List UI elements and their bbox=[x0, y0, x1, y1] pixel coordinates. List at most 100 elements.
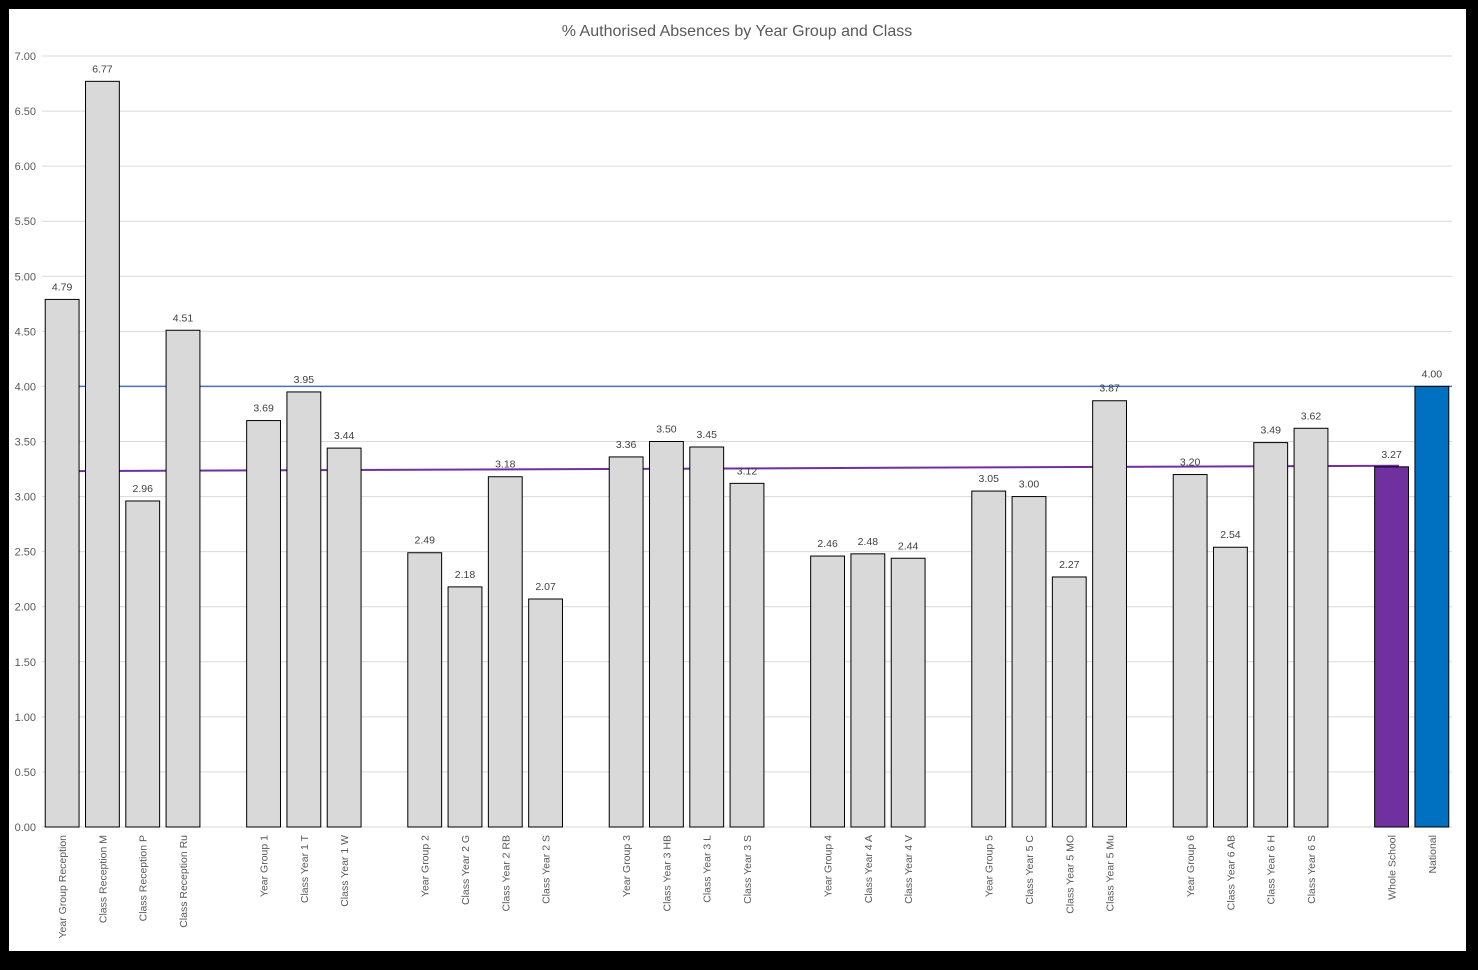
category-label: Year Group 1 bbox=[259, 835, 271, 897]
y-tick-label: 3.50 bbox=[15, 437, 36, 449]
y-tick-label: 6.50 bbox=[15, 106, 36, 118]
bar bbox=[1414, 385, 1450, 828]
y-tick-label: 0.00 bbox=[15, 822, 36, 834]
data-label: 3.05 bbox=[978, 473, 999, 485]
category-label: Whole School bbox=[1387, 835, 1399, 900]
category-label: Class Year 4 A bbox=[863, 835, 875, 903]
data-label: 2.18 bbox=[455, 569, 476, 581]
y-tick-label: 2.00 bbox=[15, 602, 36, 614]
bar bbox=[246, 420, 281, 828]
category-label: Year Group 6 bbox=[1185, 835, 1197, 897]
data-label: 3.36 bbox=[616, 439, 637, 451]
y-tick-label: 3.00 bbox=[15, 492, 36, 504]
data-label: 2.54 bbox=[1220, 529, 1241, 541]
data-label: 4.51 bbox=[173, 312, 194, 324]
category-label: Class Year 5 C bbox=[1024, 835, 1036, 905]
y-tick-label: 1.50 bbox=[15, 657, 36, 669]
category-label: Class Year 3 S bbox=[742, 835, 754, 904]
bar bbox=[1051, 576, 1087, 828]
chart-title: % Authorised Absences by Year Group and … bbox=[562, 23, 912, 40]
bar bbox=[447, 586, 483, 828]
data-label: 3.18 bbox=[495, 459, 516, 471]
data-label: 6.77 bbox=[92, 63, 113, 75]
y-tick-label: 7.00 bbox=[15, 51, 36, 63]
bar bbox=[1374, 466, 1409, 828]
category-label: Year Group 2 bbox=[420, 835, 432, 897]
bar bbox=[1172, 474, 1208, 828]
category-label: Class Year 6 H bbox=[1266, 835, 1278, 904]
category-label: Class Year 1 T bbox=[299, 834, 311, 903]
bar bbox=[85, 80, 120, 828]
data-label: 3.95 bbox=[294, 374, 315, 386]
data-label: 3.27 bbox=[1381, 449, 1402, 461]
y-tick-label: 1.00 bbox=[15, 712, 36, 724]
data-label: 3.12 bbox=[737, 465, 758, 477]
bar bbox=[528, 598, 563, 828]
y-tick-label: 5.00 bbox=[15, 271, 36, 283]
data-label: 3.69 bbox=[253, 403, 274, 415]
data-label: 2.96 bbox=[132, 483, 153, 495]
category-label: Class Year 2 RB bbox=[500, 835, 512, 911]
bar bbox=[1293, 427, 1329, 828]
category-label: Year Group 5 bbox=[984, 835, 996, 897]
data-label: 2.27 bbox=[1059, 559, 1080, 571]
category-label: Class Reception P bbox=[138, 835, 150, 921]
bar bbox=[1011, 496, 1047, 828]
data-label: 2.44 bbox=[898, 540, 919, 552]
category-label: Class Year 1 W bbox=[339, 835, 351, 907]
category-label: National bbox=[1427, 835, 1439, 874]
bar bbox=[326, 447, 362, 828]
category-label: Class Year 2 G bbox=[460, 835, 472, 905]
y-tick-label: 4.00 bbox=[15, 381, 36, 393]
data-label: 2.07 bbox=[535, 581, 556, 593]
category-label: Class Year 6 S bbox=[1306, 835, 1318, 904]
bar bbox=[729, 482, 765, 828]
category-label: Class Year 5 MO bbox=[1064, 835, 1076, 914]
bar bbox=[608, 456, 644, 828]
data-label: 4.00 bbox=[1422, 368, 1443, 380]
data-label: 3.49 bbox=[1260, 425, 1281, 437]
category-label: Class Year 3 L bbox=[702, 835, 714, 903]
y-tick-label: 0.50 bbox=[15, 767, 36, 779]
data-label: 3.87 bbox=[1099, 383, 1120, 395]
data-label: 3.44 bbox=[334, 430, 355, 442]
y-tick-label: 6.00 bbox=[15, 161, 36, 173]
category-label: Class Reception M bbox=[97, 835, 109, 923]
category-label: Year Group Reception bbox=[57, 835, 69, 939]
data-label: 3.45 bbox=[696, 429, 717, 441]
data-label: 4.79 bbox=[52, 281, 73, 293]
bar bbox=[1092, 400, 1127, 828]
data-label: 3.62 bbox=[1301, 410, 1322, 422]
bar bbox=[165, 329, 201, 828]
bar-chart: % Authorised Absences by Year Group and … bbox=[15, 23, 1452, 939]
y-tick-label: 2.50 bbox=[15, 547, 36, 559]
bar bbox=[407, 552, 443, 828]
category-label: Class Year 3 HB bbox=[661, 835, 673, 911]
category-label: Class Year 4 V bbox=[903, 835, 915, 904]
bar bbox=[971, 490, 1007, 828]
category-label: Class Reception Ru bbox=[178, 835, 190, 928]
bar bbox=[850, 553, 886, 828]
bar bbox=[890, 557, 926, 828]
category-label: Year Group 3 bbox=[621, 835, 633, 897]
bar bbox=[487, 476, 523, 828]
category-label: Class Year 6 AB bbox=[1225, 835, 1237, 910]
y-tick-label: 5.50 bbox=[15, 216, 36, 228]
bar bbox=[810, 555, 845, 828]
data-label: 2.46 bbox=[817, 538, 838, 550]
y-tick-label: 4.50 bbox=[15, 326, 36, 338]
bar bbox=[649, 441, 684, 828]
chart-frame: % Authorised Absences by Year Group and … bbox=[9, 9, 1466, 951]
bar bbox=[1213, 546, 1248, 828]
bar bbox=[689, 446, 725, 828]
bar bbox=[44, 298, 80, 828]
data-label: 3.20 bbox=[1180, 457, 1201, 469]
data-label: 3.00 bbox=[1019, 479, 1040, 491]
data-label: 2.49 bbox=[414, 535, 435, 547]
category-label: Class Year 2 S bbox=[541, 835, 553, 904]
bar bbox=[125, 500, 161, 828]
bar bbox=[1253, 442, 1289, 828]
data-label: 2.48 bbox=[858, 536, 879, 548]
category-label: Class Year 5 Mu bbox=[1105, 835, 1117, 912]
data-label: 3.50 bbox=[656, 424, 677, 436]
